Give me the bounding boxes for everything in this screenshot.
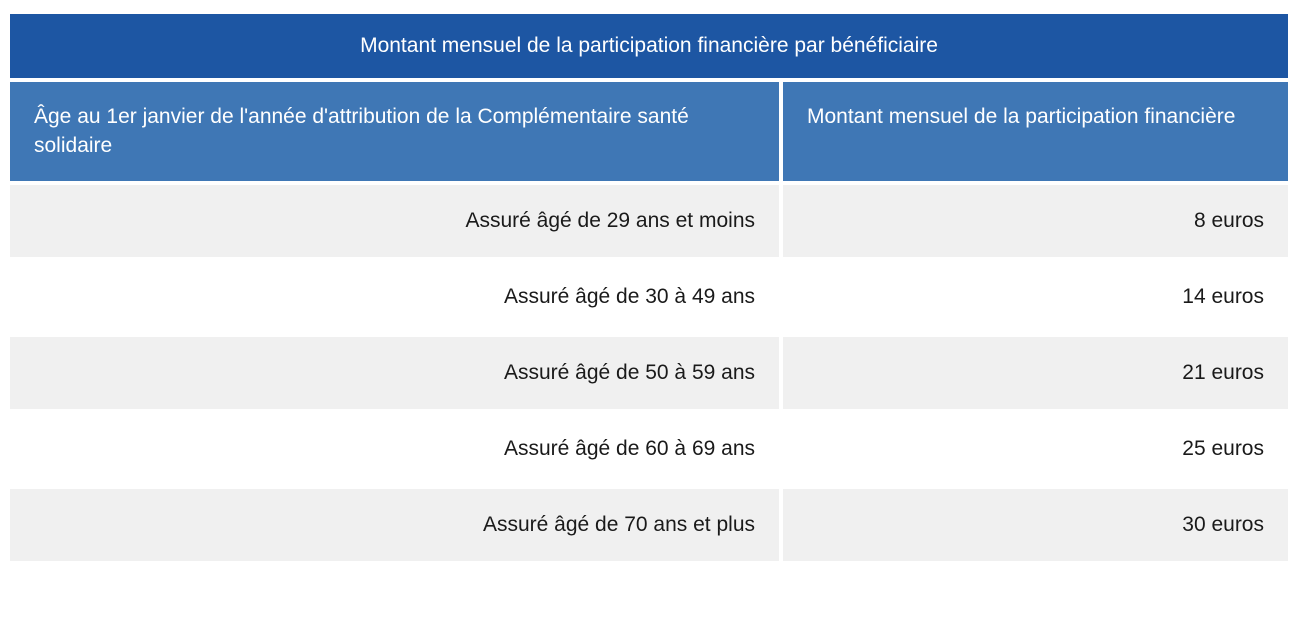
cell-amount: 30 euros (783, 489, 1288, 561)
cell-age: Assuré âgé de 70 ans et plus (10, 489, 783, 561)
table-row: Assuré âgé de 60 à 69 ans 25 euros (10, 413, 1288, 489)
table-header-row: Âge au 1er janvier de l'année d'attribut… (10, 82, 1288, 185)
participation-table: Montant mensuel de la participation fina… (10, 10, 1288, 565)
cell-age: Assuré âgé de 30 à 49 ans (10, 261, 783, 333)
cell-amount: 25 euros (783, 413, 1288, 485)
column-header-amount: Montant mensuel de la participation fina… (783, 82, 1288, 181)
table-row: Assuré âgé de 50 à 59 ans 21 euros (10, 337, 1288, 413)
table-row: Assuré âgé de 70 ans et plus 30 euros (10, 489, 1288, 565)
table-row: Assuré âgé de 29 ans et moins 8 euros (10, 185, 1288, 261)
table-caption: Montant mensuel de la participation fina… (10, 10, 1288, 82)
table-row: Assuré âgé de 30 à 49 ans 14 euros (10, 261, 1288, 337)
column-header-age: Âge au 1er janvier de l'année d'attribut… (10, 82, 783, 181)
cell-amount: 21 euros (783, 337, 1288, 409)
cell-age: Assuré âgé de 50 à 59 ans (10, 337, 783, 409)
cell-age: Assuré âgé de 60 à 69 ans (10, 413, 783, 485)
cell-amount: 8 euros (783, 185, 1288, 257)
cell-amount: 14 euros (783, 261, 1288, 333)
cell-age: Assuré âgé de 29 ans et moins (10, 185, 783, 257)
